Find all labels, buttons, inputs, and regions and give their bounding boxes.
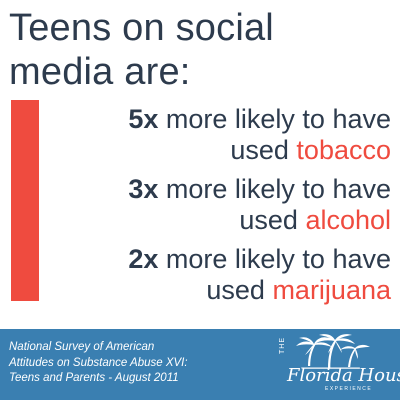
stat-text-prefix: used [206, 275, 273, 305]
source-line-3: Teens and Parents - August 2011 [9, 372, 179, 384]
accent-bar [11, 100, 39, 301]
stat-substance: alcohol [305, 205, 391, 235]
stat-line-1: 3x more likely to have [51, 174, 391, 205]
stat-tobacco: 5x more likely to have used tobacco [51, 104, 391, 166]
stat-substance: marijuana [272, 275, 391, 305]
stat-text-prefix: used [239, 205, 306, 235]
stat-line-2: used tobacco [51, 135, 391, 166]
stat-text: more likely to have [158, 174, 391, 204]
stat-multiplier: 3x [128, 174, 159, 204]
source-line-1: National Survey of American [9, 341, 155, 353]
stat-text: more likely to have [158, 104, 391, 134]
palm-trees-icon [296, 334, 370, 369]
footer-band: National Survey of American Attitudes on… [0, 329, 400, 400]
headline-line-1: Teens on social [9, 7, 274, 49]
headline-line-2: media are: [9, 51, 191, 93]
source-line-2: Attitudes on Substance Abuse XVI: [9, 356, 188, 369]
florida-house-logo: THE Florida House EXPERIENCE [262, 333, 400, 397]
stat-text: more likely to have [158, 244, 391, 274]
stat-substance: tobacco [296, 135, 391, 165]
stat-multiplier: 5x [128, 104, 159, 134]
source-citation: National Survey of American Attitudes on… [9, 340, 254, 387]
logo-subtitle: EXPERIENCE [325, 386, 373, 392]
stat-text-prefix: used [230, 135, 297, 165]
stat-line-2: used alcohol [51, 205, 391, 236]
stat-multiplier: 2x [128, 244, 159, 274]
stat-line-1: 2x more likely to have [51, 244, 391, 275]
headline: Teens on social media are: [9, 6, 394, 94]
stat-marijuana: 2x more likely to have used marijuana [51, 244, 391, 306]
stat-alcohol: 3x more likely to have used alcohol [51, 174, 391, 236]
logo-the-label: THE [279, 337, 286, 354]
stat-line-2: used marijuana [51, 275, 391, 306]
stat-line-1: 5x more likely to have [51, 104, 391, 135]
logo-wordmark: Florida House [287, 365, 400, 386]
